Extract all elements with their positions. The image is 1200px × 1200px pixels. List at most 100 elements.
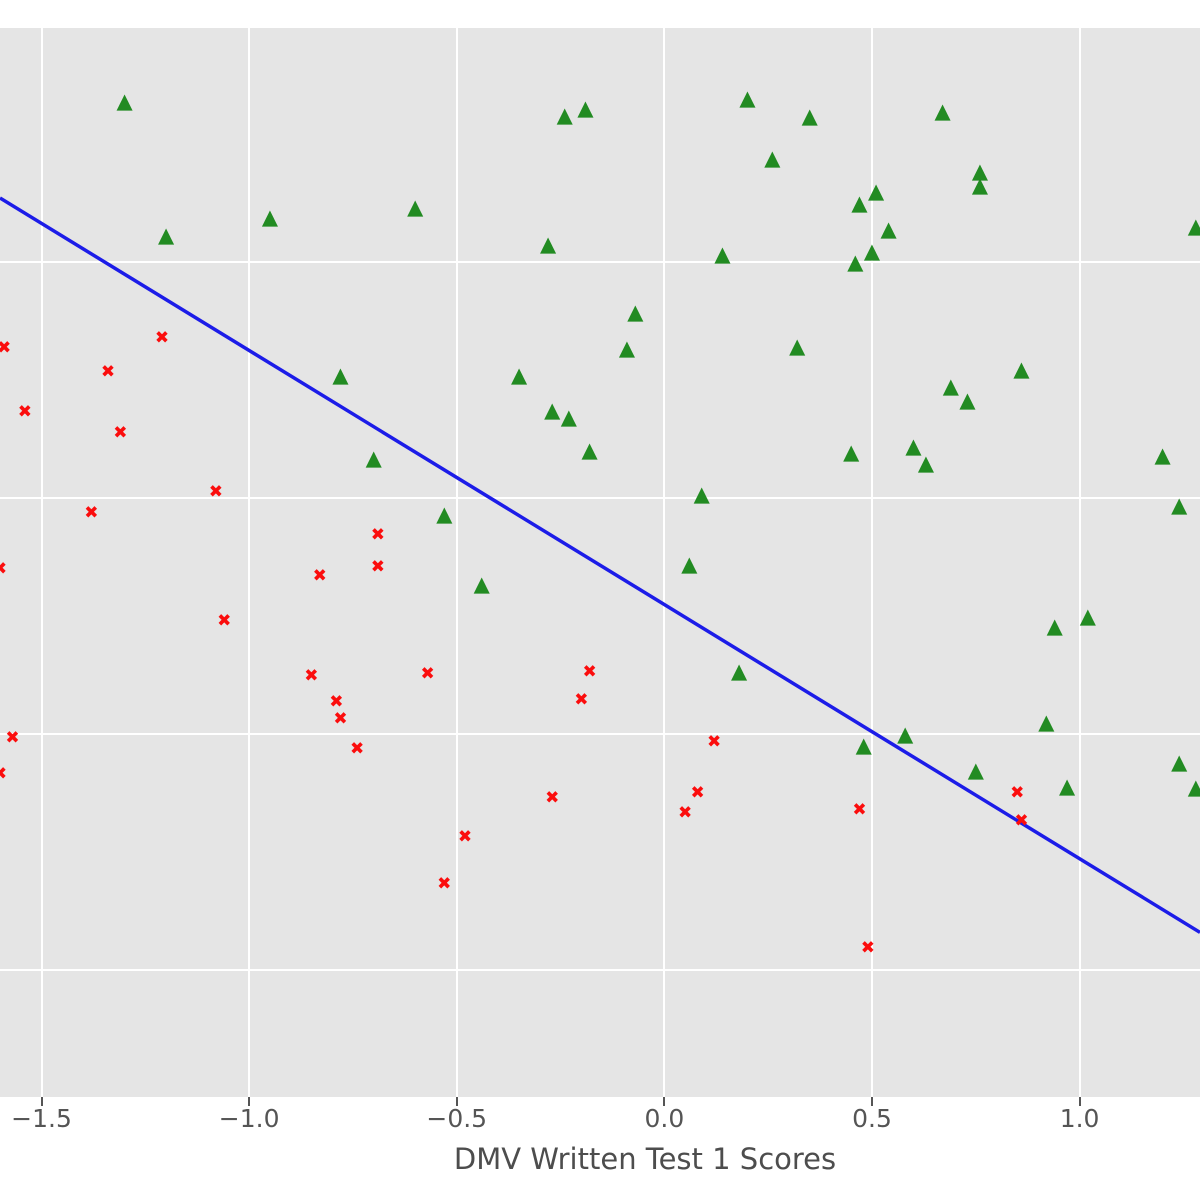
scatter-point-failed: ✖ [217, 611, 232, 632]
scatter-point-passed: ▲ [880, 217, 897, 242]
x-tick [870, 1097, 873, 1106]
scatter-point-passed: ▲ [917, 451, 935, 476]
scatter-point-failed: ✖ [1010, 783, 1025, 804]
scatter-point-passed: ▲ [1154, 442, 1171, 467]
x-tick [663, 1097, 666, 1106]
scatter-point-passed: ▲ [560, 405, 577, 430]
scatter-point-failed: ✖ [370, 557, 385, 578]
scatter-point-passed: ▲ [681, 551, 698, 576]
scatter-point-failed: ✖ [100, 362, 116, 383]
scatter-point-passed: ▲ [556, 102, 573, 127]
x-tick [455, 1097, 458, 1106]
x-tick [1078, 1097, 1081, 1106]
scatter-point-failed: ✖ [17, 401, 33, 422]
scatter-point-passed: ▲ [801, 103, 818, 128]
scatter-point-passed: ▲ [967, 758, 984, 783]
scatter-point-passed: ▲ [544, 397, 561, 422]
gridline-horizontal [0, 732, 1200, 735]
x-tick-label: −1.5 [11, 1104, 72, 1133]
scatter-point-passed: ▲ [1038, 709, 1055, 734]
scatter-point-passed: ▲ [764, 146, 781, 171]
scatter-point-passed: ▲ [261, 205, 278, 230]
decision-boundary-layer [0, 28, 1200, 1097]
scatter-point-passed: ▲ [863, 239, 881, 264]
scatter-point-passed: ▲ [971, 159, 988, 184]
x-tick-label: 0.0 [644, 1104, 685, 1133]
scatter-point-failed: ✖ [84, 503, 99, 524]
gridline-vertical [40, 28, 43, 1097]
scatter-point-failed: ✖ [677, 802, 693, 823]
scatter-point-passed: ▲ [158, 223, 175, 248]
scatter-point-failed: ✖ [370, 524, 385, 545]
scatter-point-passed: ▲ [510, 363, 528, 388]
x-tick [40, 1097, 43, 1106]
scatter-point-failed: ✖ [420, 663, 435, 684]
scatter-point-failed: ✖ [0, 766, 7, 783]
scatter-point-passed: ▲ [739, 85, 756, 110]
scatter-point-failed: ✖ [0, 337, 12, 358]
scatter-point-failed: ✖ [707, 732, 722, 753]
scatter-point-failed: ✖ [690, 783, 705, 804]
scatter-point-passed: ▲ [436, 502, 453, 527]
scatter-point-passed: ▲ [942, 374, 959, 399]
scatter-point-passed: ▲ [855, 733, 872, 758]
scatter-point-passed: ▲ [847, 250, 864, 275]
scatter-point-failed: ✖ [208, 482, 224, 503]
scatter-point-failed: ✖ [457, 827, 473, 848]
gridline-vertical [248, 28, 251, 1097]
decision-boundary-line [0, 198, 1200, 932]
scatter-point-failed: ✖ [437, 874, 452, 895]
scatter-point-failed: ✖ [0, 561, 7, 578]
scatter-point-failed: ✖ [304, 666, 319, 687]
x-tick-label: 0.5 [852, 1104, 892, 1133]
scatter-point-failed: ✖ [852, 799, 867, 820]
scatter-point-passed: ▲ [1059, 774, 1076, 799]
x-tick-label: 1.0 [1059, 1104, 1100, 1133]
scatter-point-failed: ✖ [154, 328, 170, 349]
scatter-point-passed: ▲ [1046, 613, 1063, 638]
scatter-point-passed: ▲ [971, 173, 988, 198]
scatter-point-passed: ▲ [1171, 750, 1188, 775]
scatter-point-passed: ▲ [618, 335, 636, 360]
scatter-point-passed: ▲ [714, 241, 731, 266]
scatter-point-passed: ▲ [581, 438, 598, 463]
scatter-point-passed: ▲ [905, 434, 922, 459]
scatter-point-failed: ✖ [333, 708, 348, 729]
plot-area: ▲ ▲ ▲ ▲ ▲ ▲ ▲ ▲ ▲ ▲ ▲ ▲ ▲ ▲ ▲ ▲ ▲ ▲ ▲ ▲ ▲ ▲ ▲ ▲ ▲ ▲ ▲ ▲ ▲ ▲ ▲ ▲ ▲ ▲ ▲ ▲ ▲ ▲ ▲ ▲… [0, 28, 1200, 1097]
scatter-point-passed: ▲ [1079, 604, 1096, 629]
scatter-point-passed: ▲ [1187, 775, 1200, 800]
scatter-point-passed: ▲ [843, 440, 860, 465]
scatter-point-passed: ▲ [789, 333, 806, 358]
scatter-point-passed: ▲ [540, 232, 557, 257]
x-tick-label: −0.5 [426, 1104, 488, 1133]
gridline-horizontal [0, 968, 1200, 971]
scatter-point-failed: ✖ [329, 691, 344, 712]
gridline-vertical [870, 28, 873, 1097]
x-tick [248, 1097, 251, 1106]
scatter-point-failed: ✖ [574, 690, 589, 711]
gridline-vertical [1078, 28, 1081, 1097]
scatter-point-passed: ▲ [1187, 213, 1200, 238]
scatter-point-passed: ▲ [116, 88, 133, 113]
scatter-point-failed: ✖ [312, 566, 327, 587]
gridline-vertical [663, 28, 666, 1097]
scatter-point-passed: ▲ [627, 300, 644, 325]
scatter-point-passed: ▲ [407, 194, 424, 219]
gridline-vertical [455, 28, 458, 1097]
scatter-point-passed: ▲ [473, 572, 490, 597]
scatter-point-failed: ✖ [113, 423, 128, 444]
scatter-point-failed: ✖ [860, 938, 875, 959]
scatter-point-passed: ▲ [1171, 492, 1188, 517]
scatter-point-passed: ▲ [868, 178, 885, 203]
scatter-point-failed: ✖ [545, 787, 560, 808]
x-tick-label: −1.0 [218, 1104, 280, 1133]
scatter-point-passed: ▲ [693, 482, 710, 507]
gridline-horizontal [0, 261, 1200, 264]
scatter-point-failed: ✖ [349, 738, 365, 759]
scatter-point-passed: ▲ [934, 99, 951, 124]
scatter-point-failed: ✖ [5, 728, 20, 749]
scatter-point-passed: ▲ [851, 191, 868, 216]
gridline-horizontal [0, 497, 1200, 500]
scatter-point-passed: ▲ [365, 445, 382, 470]
